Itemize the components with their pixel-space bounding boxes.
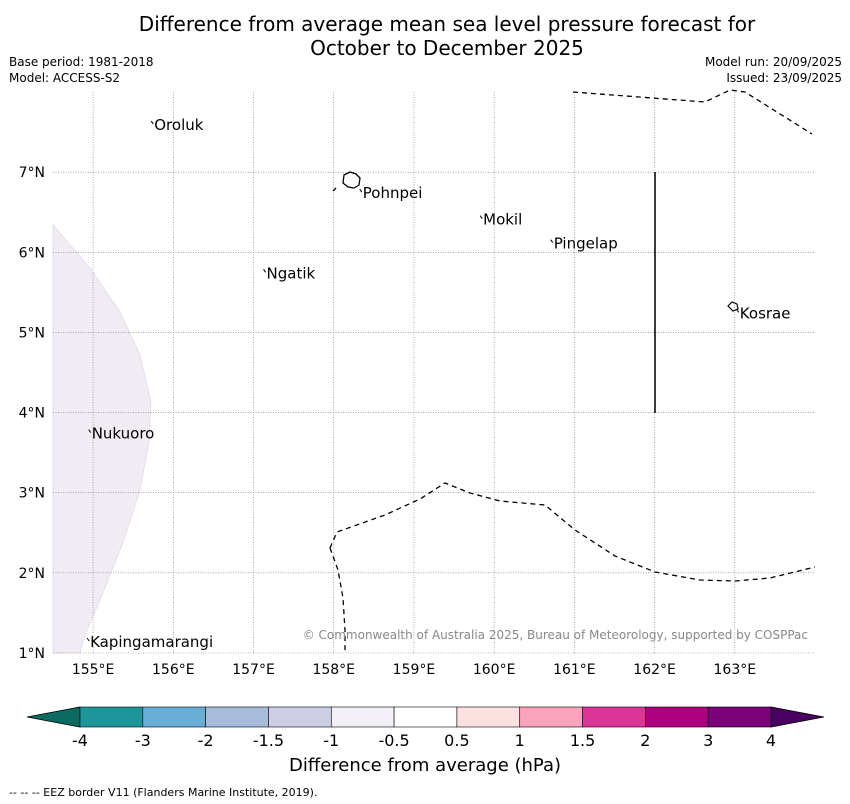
place-label-kosrae: Kosrae: [740, 304, 791, 322]
eez-border-west: [329, 547, 346, 653]
model-run: Model run: 20/09/2025: [704, 55, 842, 69]
colorbar: -4 -3 -2 -1.5 -1 -0.5 0.5 1 1.5 2 3 4: [26, 706, 825, 750]
place-marker: [150, 120, 154, 125]
pressure-anomaly-fill: [52, 223, 152, 654]
copyright-notice: © Commonwealth of Australia 2025, Bureau…: [302, 628, 808, 642]
place-marker: [359, 188, 363, 193]
colorbar-tick-label: 2: [640, 731, 650, 750]
place-label-mokil: Mokil: [483, 211, 522, 229]
meta-right: Model run: 20/09/2025 Issued: 23/09/2025: [705, 54, 842, 86]
issued-date: Issued: 23/09/2025: [726, 71, 842, 85]
colorbar-segment: [645, 706, 709, 728]
anomaly-region-minus-0-5: [52, 223, 152, 654]
colorbar-under-extension: [26, 706, 81, 728]
colorbar-tick-label: 3: [703, 731, 713, 750]
lon-tick-label: 156°E: [152, 662, 195, 678]
colorbar-tick-label: 1.5: [570, 731, 595, 750]
place-marker: [550, 239, 554, 243]
title-line-1: Difference from average mean sea level p…: [138, 12, 756, 36]
base-period: Base period: 1981-2018: [9, 55, 154, 69]
colorbar-segment: [268, 706, 332, 728]
lon-tick-label: 162°E: [633, 662, 676, 678]
chart-title: Difference from average mean sea level p…: [0, 12, 850, 60]
place-label-nukuoro: Nukuoro: [92, 425, 155, 443]
lat-tick-label: 4°N: [19, 406, 45, 422]
place-label-oroluk: Oroluk: [154, 116, 203, 134]
colorbar-segment: [519, 706, 583, 728]
lat-tick-label: 1°N: [19, 646, 45, 662]
colorbar-segment: [707, 706, 772, 728]
place-marker: [263, 269, 266, 273]
place-label-pingelap: Pingelap: [554, 235, 618, 253]
place-marker: [479, 215, 483, 219]
colorbar-tick-label: -1.5: [253, 731, 284, 750]
lon-tick-label: 159°E: [393, 662, 436, 678]
lon-tick-label: 157°E: [232, 662, 275, 678]
place-marker: [88, 429, 92, 433]
model-name: Model: ACCESS-S2: [9, 71, 121, 85]
colorbar-title: Difference from average (hPa): [288, 755, 562, 776]
lat-tick-label: 3°N: [19, 486, 45, 502]
eez-border-south: [329, 482, 816, 582]
place-label-kapingamarangi: Kapingamarangi: [90, 633, 213, 651]
pohnpei-island-shape: [342, 171, 361, 189]
eez-border-north: [572, 89, 813, 135]
lat-tick-label: 6°N: [19, 245, 45, 261]
graticule: 155°E 156°E 157°E 158°E 159°E 160°E 161°E 162°E…: [19, 92, 815, 678]
lat-tick-label: 5°N: [19, 325, 45, 341]
colorbar-segment: [79, 706, 144, 728]
colorbar-tick-label: -3: [135, 731, 151, 750]
place-marker: [86, 637, 90, 642]
lon-tick-label: 163°E: [714, 662, 757, 678]
lat-tick-label: 7°N: [19, 165, 45, 181]
colorbar-over-extension: [770, 706, 825, 728]
eez-footnote: -- -- -- EEZ border V11 (Flanders Marine…: [9, 786, 318, 799]
colorbar-segment: [456, 706, 521, 728]
eez-border-pohnpei: [332, 187, 337, 192]
colorbar-tick-label: 0.5: [444, 731, 469, 750]
colorbar-tick-label: 4: [766, 731, 776, 750]
place-label-ngatik: Ngatik: [267, 264, 316, 282]
colorbar-tick-label: -2: [198, 731, 214, 750]
colorbar-segment: [142, 706, 206, 728]
colorbar-segment: [330, 706, 395, 728]
lat-tick-label: 2°N: [19, 566, 45, 582]
kosrae-island-shape: [727, 301, 739, 312]
lon-tick-label: 161°E: [553, 662, 596, 678]
lon-tick-label: 155°E: [72, 662, 115, 678]
title-line-2: October to December 2025: [310, 36, 584, 60]
colorbar-tick-label: -0.5: [378, 731, 409, 750]
place-marker: [736, 309, 740, 313]
place-label-pohnpei: Pohnpei: [363, 184, 423, 202]
colorbar-segment: [582, 706, 646, 728]
map-labels: Oroluk Pohnpei Mokil Pingelap Ngatik Kosrae Nu…: [86, 116, 791, 651]
colorbar-segment: [393, 706, 458, 728]
eez-borders: [329, 89, 816, 653]
lon-tick-label: 158°E: [312, 662, 355, 678]
colorbar-segment: [205, 706, 269, 728]
colorbar-tick-label: -1: [323, 731, 339, 750]
colorbar-tick-label: -4: [72, 731, 88, 750]
colorbar-tick-label: 1: [515, 731, 525, 750]
meta-left: Base period: 1981-2018 Model: ACCESS-S2: [9, 54, 154, 86]
lon-tick-label: 160°E: [473, 662, 516, 678]
